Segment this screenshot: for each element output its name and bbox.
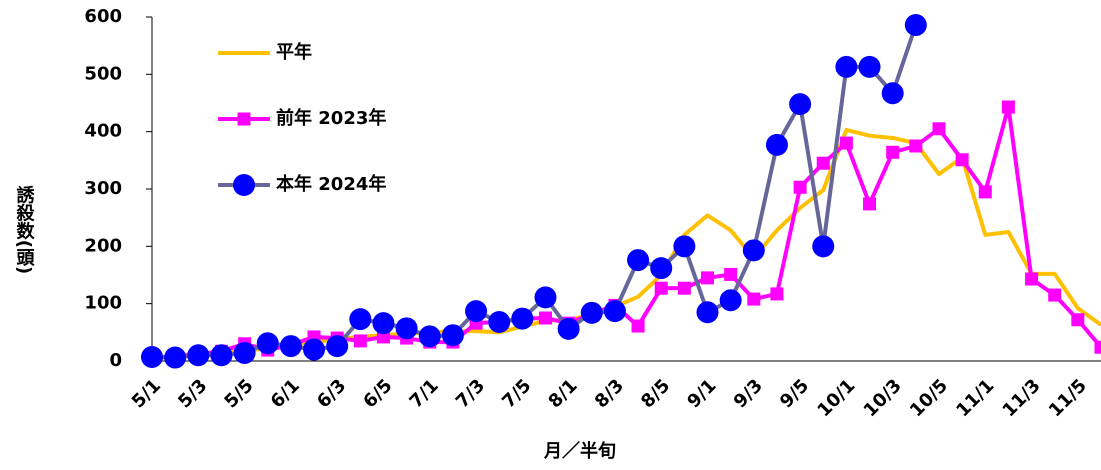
x-tick-label: 7/3 (452, 375, 489, 412)
point (765, 133, 788, 156)
point (376, 330, 390, 344)
point (141, 345, 163, 368)
point (465, 300, 488, 323)
point (353, 334, 367, 348)
point (696, 301, 719, 324)
x-tick-label: 5/5 (220, 375, 257, 412)
point (1025, 272, 1039, 286)
point (418, 325, 441, 348)
point (395, 317, 418, 340)
point (631, 319, 645, 333)
point (909, 139, 923, 153)
legend-marker (233, 174, 255, 196)
x-tick-label: 8/5 (637, 375, 674, 412)
x-tick-label: 11/3 (999, 375, 1045, 421)
point (1071, 313, 1085, 327)
x-tick-label: 6/3 (313, 375, 350, 412)
point (1048, 288, 1062, 302)
point (793, 180, 807, 194)
point (627, 249, 650, 272)
point (256, 332, 279, 355)
point (557, 317, 580, 340)
point (1001, 100, 1015, 114)
point (770, 287, 784, 301)
point (580, 301, 603, 324)
point (164, 346, 187, 369)
x-tick-label: 9/1 (683, 375, 720, 412)
point (534, 286, 557, 309)
x-tick-label: 11/5 (1045, 375, 1091, 421)
x-tick-label: 6/5 (359, 375, 396, 412)
point (654, 281, 668, 295)
legend-label: 前年 2023年 (276, 107, 386, 129)
point (441, 324, 464, 347)
point (932, 122, 946, 136)
point (279, 335, 302, 358)
point (904, 14, 927, 37)
point (538, 311, 552, 325)
x-tick-label: 11/1 (952, 375, 998, 421)
point (747, 292, 761, 306)
x-tick-label: 10/3 (860, 375, 906, 421)
point (1094, 340, 1101, 354)
x-tick-label: 6/1 (267, 375, 304, 412)
series-line (151, 24, 918, 360)
legend-marker (237, 112, 251, 126)
x-tick-label: 7/5 (498, 375, 535, 412)
point (789, 93, 812, 116)
x-tick-label: 7/1 (406, 375, 443, 412)
x-tick-label: 10/1 (813, 375, 859, 421)
point (303, 338, 326, 361)
point (978, 185, 992, 199)
point (816, 156, 830, 170)
point (603, 300, 626, 323)
x-tick-label: 5/3 (174, 375, 211, 412)
point (863, 197, 877, 211)
point (858, 55, 881, 78)
point (349, 308, 372, 331)
y-axis-title: 誘殺数(頭) (14, 185, 36, 275)
point (812, 235, 835, 258)
y-tick-label: 500 (84, 63, 122, 84)
point (187, 344, 210, 367)
x-tick-label: 9/5 (776, 375, 813, 412)
x-tick-label: 8/1 (544, 375, 581, 412)
y-tick-label: 0 (109, 350, 122, 371)
point (886, 145, 900, 159)
point (210, 344, 233, 367)
point (881, 82, 904, 105)
point (701, 271, 715, 285)
point (511, 307, 534, 330)
x-axis-title: 月／半旬 (543, 440, 616, 462)
point (488, 311, 511, 334)
legend-label: 本年 2024年 (276, 173, 386, 195)
legend-label: 平年 (276, 41, 312, 63)
point (839, 136, 853, 150)
x-tick-label: 9/3 (730, 375, 767, 412)
x-tick-label: 10/5 (906, 375, 952, 421)
point (677, 281, 691, 295)
point (233, 341, 256, 364)
series-line (151, 105, 1101, 361)
point (742, 239, 765, 262)
y-tick-label: 600 (84, 6, 122, 27)
y-tick-label: 200 (84, 235, 122, 256)
point (372, 312, 395, 335)
y-tick-label: 400 (84, 121, 122, 142)
point (724, 267, 738, 281)
point (955, 153, 969, 167)
x-tick-label: 5/1 (128, 375, 165, 412)
point (719, 289, 742, 312)
point (835, 55, 858, 78)
point (650, 257, 673, 280)
y-tick-label: 100 (84, 293, 122, 314)
point (326, 335, 349, 358)
x-tick-label: 8/3 (591, 375, 628, 412)
point (673, 235, 696, 258)
y-tick-label: 300 (84, 178, 122, 199)
